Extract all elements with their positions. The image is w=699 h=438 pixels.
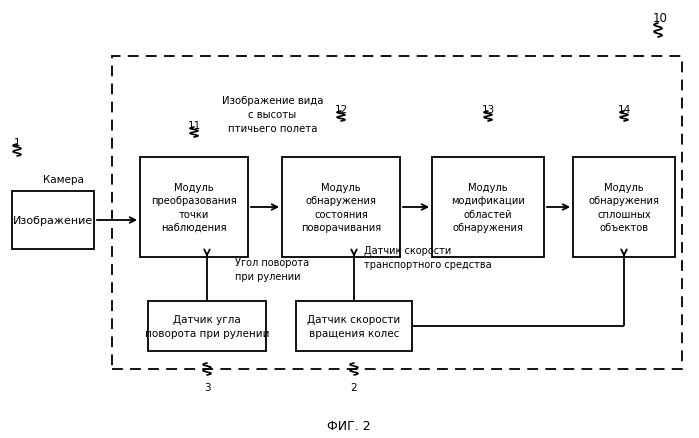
Text: Датчик угла
поворота при рулении: Датчик угла поворота при рулении xyxy=(145,314,269,338)
Text: Модуль
преобразования
точки
наблюдения: Модуль преобразования точки наблюдения xyxy=(151,183,237,232)
Bar xyxy=(573,158,675,258)
Text: Модуль
обнаружения
состояния
поворачивания: Модуль обнаружения состояния поворачиван… xyxy=(301,183,381,232)
Text: Изображение вида
с высоты
птичьего полета: Изображение вида с высоты птичьего полет… xyxy=(222,96,323,134)
Bar xyxy=(148,301,266,351)
Text: 1: 1 xyxy=(14,138,20,148)
Bar xyxy=(112,57,682,369)
Text: 3: 3 xyxy=(203,382,210,392)
Text: 10: 10 xyxy=(653,11,668,25)
Text: Камера: Камера xyxy=(43,175,83,184)
Text: 11: 11 xyxy=(187,121,201,131)
Text: 2: 2 xyxy=(351,382,357,392)
Bar xyxy=(296,301,412,351)
Text: Датчик скорости
транспортного средства: Датчик скорости транспортного средства xyxy=(364,246,491,269)
Bar xyxy=(282,158,400,258)
Text: 14: 14 xyxy=(617,105,630,115)
Text: 13: 13 xyxy=(482,105,495,115)
Text: Модуль
обнаружения
сплошных
объектов: Модуль обнаружения сплошных объектов xyxy=(589,183,659,232)
Text: Датчик скорости
вращения колес: Датчик скорости вращения колес xyxy=(308,314,401,338)
Text: 12: 12 xyxy=(334,105,347,115)
Bar xyxy=(432,158,544,258)
Bar xyxy=(140,158,248,258)
Text: Модуль
модификации
областей
обнаружения: Модуль модификации областей обнаружения xyxy=(451,183,525,232)
Bar xyxy=(12,191,94,249)
Text: Угол поворота
при рулении: Угол поворота при рулении xyxy=(235,258,309,281)
Text: ФИГ. 2: ФИГ. 2 xyxy=(327,420,370,432)
Text: Изображение: Изображение xyxy=(13,215,93,226)
